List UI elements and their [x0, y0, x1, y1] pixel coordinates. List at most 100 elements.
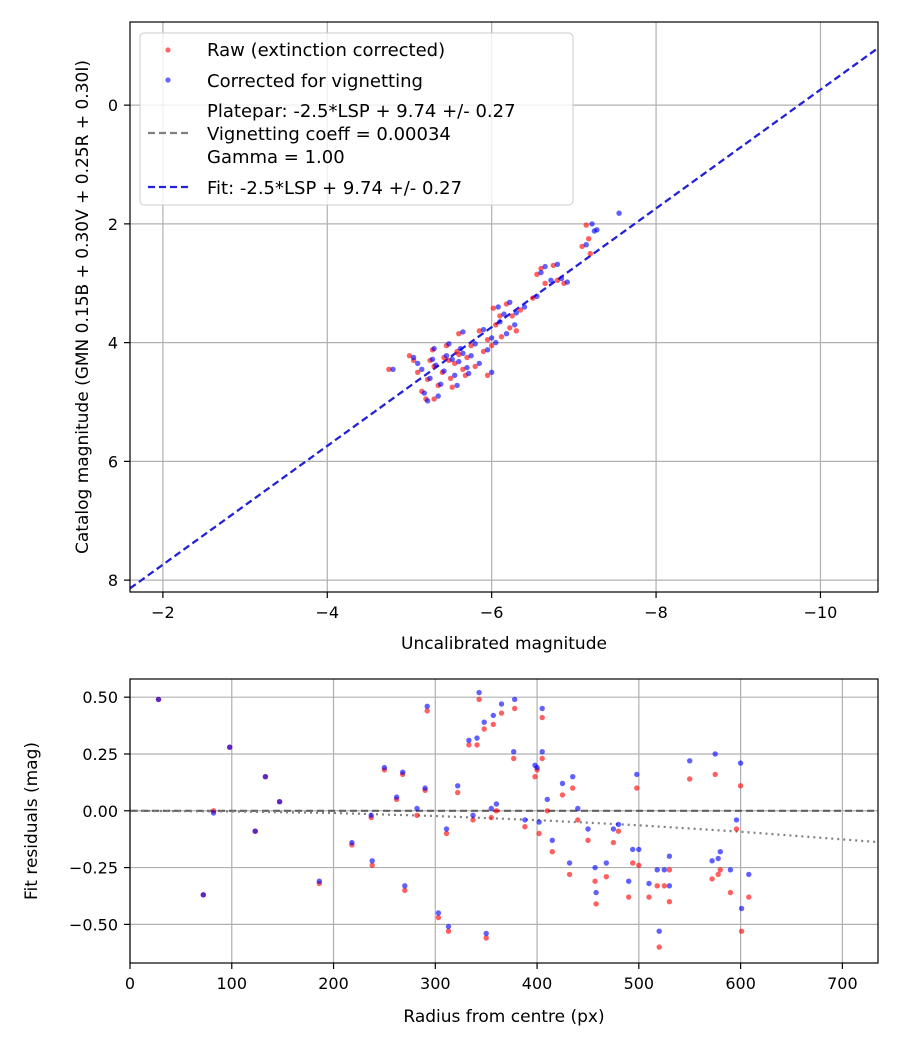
raw-point	[452, 360, 458, 367]
raw-point	[579, 243, 585, 250]
raw-point	[666, 899, 673, 905]
corrected-point	[513, 310, 519, 316]
raw-point	[447, 375, 454, 381]
corrected-point	[468, 353, 474, 359]
corrected-point	[636, 846, 642, 853]
corrected-point	[538, 269, 544, 276]
raw-point	[509, 313, 515, 319]
corrected-point	[512, 696, 518, 703]
raw-point	[542, 280, 548, 286]
residuals-plot: 0 100 200 300 400 500 600 700 0.50 0.25 0.00 −0.25…	[22, 678, 879, 1027]
corrected-point	[727, 867, 734, 873]
legend: Raw (extinction corrected) Corrected for…	[139, 32, 574, 206]
raw-point	[593, 901, 599, 907]
raw-point	[489, 342, 495, 349]
corrected-point	[445, 923, 452, 930]
y-tick-label: 0.50	[82, 688, 118, 707]
raw-point	[464, 354, 470, 361]
corrected-point	[661, 867, 667, 873]
raw-point	[369, 862, 375, 868]
top-x-axis-label: Uncalibrated magnitude	[401, 634, 607, 654]
raw-point	[634, 785, 640, 791]
raw-point	[727, 889, 734, 896]
legend-label-corrected: Corrected for vignetting	[207, 71, 423, 92]
corrected-point	[566, 860, 573, 866]
raw-point	[586, 236, 592, 242]
raw-point	[575, 817, 581, 823]
corrected-point	[476, 689, 482, 696]
corrected-point	[368, 812, 374, 818]
line-vignetting-trend	[129, 809, 879, 844]
legend-label-raw: Raw (extinction corrected)	[207, 40, 445, 61]
corrected-point	[534, 293, 540, 299]
raw-point	[636, 862, 642, 868]
x-tick-label: −6	[480, 603, 504, 622]
corrected-point	[489, 335, 495, 341]
corrected-point	[200, 892, 206, 898]
corrected-point	[452, 372, 458, 378]
raw-point	[490, 721, 496, 728]
corrected-point	[536, 819, 542, 825]
raw-point	[435, 914, 442, 921]
corrected-point	[210, 810, 217, 816]
corrected-point	[460, 350, 466, 356]
corrected-point	[542, 263, 548, 270]
raw-point	[512, 705, 518, 712]
corrected-point	[630, 846, 636, 853]
corrected-point	[484, 347, 491, 353]
corrected-point	[592, 864, 598, 871]
bottom-y-ticks: 0.50 0.25 0.00 −0.25 −0.50	[69, 688, 130, 934]
corrected-point	[717, 849, 723, 855]
y-tick-label: 8	[108, 571, 118, 590]
raw-point	[497, 313, 503, 319]
raw-point	[666, 867, 673, 873]
corrected-point	[402, 883, 408, 889]
corrected-point	[429, 356, 436, 362]
corrected-point	[493, 801, 500, 807]
corrected-point	[522, 817, 528, 823]
x-tick-label: −8	[644, 603, 668, 622]
corrected-point	[559, 780, 566, 787]
raw-point	[456, 351, 462, 358]
x-tick-label: 600	[725, 974, 756, 993]
raw-point	[468, 342, 474, 349]
corrected-point	[615, 821, 622, 828]
raw-point	[498, 334, 505, 340]
corrected-point	[456, 358, 462, 365]
raw-point	[483, 935, 489, 941]
raw-point	[456, 331, 462, 337]
corrected-point	[594, 227, 600, 233]
raw-point	[522, 824, 528, 830]
corrected-point	[489, 369, 495, 375]
corrected-point	[446, 341, 452, 347]
raw-point	[402, 887, 408, 893]
corrected-point	[474, 735, 480, 741]
raw-point	[470, 817, 476, 823]
legend-label-platepar-3: Gamma = 1.00	[207, 147, 345, 168]
x-tick-label: 300	[420, 974, 451, 993]
y-tick-label: −0.25	[69, 859, 118, 878]
corrected-point	[497, 319, 503, 325]
corrected-point	[646, 880, 652, 887]
corrected-point	[455, 783, 461, 789]
x-tick-label: 400	[522, 974, 553, 993]
corrected-point	[262, 774, 269, 780]
corrected-point	[654, 867, 660, 873]
corrected-point	[715, 855, 721, 862]
x-tick-label: −2	[151, 603, 175, 622]
corrected-point	[369, 858, 375, 864]
raw-point	[566, 871, 573, 878]
corrected-point	[472, 341, 478, 347]
corrected-point	[687, 758, 693, 764]
corrected-point	[503, 331, 510, 337]
raw-point	[549, 849, 555, 855]
raw-point	[654, 883, 660, 889]
corrected-point	[554, 261, 561, 267]
corrected-point	[483, 930, 489, 937]
x-tick-label: −10	[804, 603, 838, 622]
corrected-point	[493, 339, 499, 346]
corrected-point	[252, 828, 258, 834]
raw-point	[424, 708, 430, 714]
x-tick-label: 200	[318, 974, 349, 993]
raw-point	[493, 322, 499, 328]
